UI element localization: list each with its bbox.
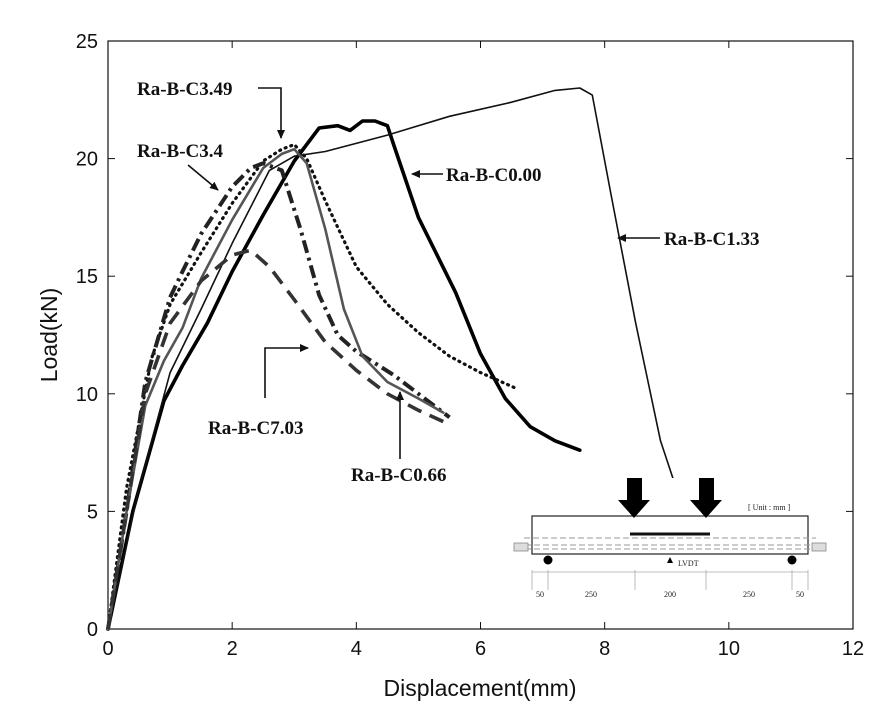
label-ra-b-c0-66: Ra-B-C0.66 <box>351 465 447 486</box>
arrow-c349 <box>258 87 285 139</box>
series-line-ra-b-c0-66 <box>106 147 445 631</box>
series-layer <box>106 87 674 631</box>
x-tick-label: 0 <box>102 638 113 660</box>
x-axis-title: Displacement(mm) <box>384 675 577 701</box>
dim-label-2: 250 <box>585 590 597 599</box>
x-tick-label: 10 <box>718 638 740 660</box>
dim-label-3: 200 <box>664 590 676 599</box>
x-tick-label: 6 <box>475 638 486 660</box>
dim-label-1: 50 <box>536 590 544 599</box>
series-line-ra-b-c3-4 <box>106 161 451 630</box>
load-arrow-right <box>690 478 722 518</box>
y-tick-label: 20 <box>76 149 98 171</box>
lvdt-marker <box>667 557 673 563</box>
dim-label-5: 50 <box>796 590 804 599</box>
support-right <box>787 555 797 565</box>
x-tick-label: 12 <box>842 638 864 660</box>
y-tick-label: 25 <box>76 31 98 53</box>
label-ra-b-c3-4: Ra-B-C3.4 <box>137 141 224 162</box>
series-line-ra-b-c7-03 <box>106 248 451 630</box>
label-ra-b-c7-03: Ra-B-C7.03 <box>208 418 304 439</box>
y-axis-title: Load(kN) <box>36 288 62 383</box>
label-ra-b-c1-33: Ra-B-C1.33 <box>664 229 760 250</box>
axis-ticks: 0 2 4 6 8 10 12 0 5 10 15 20 25 <box>76 31 864 660</box>
x-tick-label: 8 <box>599 638 610 660</box>
y-tick-label: 15 <box>76 266 98 288</box>
series-line-ra-b-c1-33 <box>107 87 674 630</box>
y-tick-label: 5 <box>87 501 98 523</box>
x-tick-label: 2 <box>227 638 238 660</box>
lvdt-label: LVDT <box>678 559 699 568</box>
test-setup-inset: LVDT [ Unit : mm ] 50 250 200 250 50 <box>512 478 830 600</box>
y-tick-label: 0 <box>87 619 98 641</box>
arrow-c703 <box>264 344 309 398</box>
unit-label: [ Unit : mm ] <box>748 503 791 512</box>
x-tick-label: 4 <box>351 638 362 660</box>
label-ra-b-c0-00: Ra-B-C0.00 <box>446 165 542 186</box>
series-line-ra-b-c0-00 <box>106 119 582 631</box>
load-arrow-left <box>618 478 650 518</box>
dim-label-4: 250 <box>743 590 755 599</box>
label-ra-b-c3-49: Ra-B-C3.49 <box>137 79 233 100</box>
support-left <box>543 555 553 565</box>
arrow-c34 <box>187 164 219 191</box>
y-tick-label: 10 <box>76 384 98 406</box>
annotation-arrows <box>187 87 660 459</box>
